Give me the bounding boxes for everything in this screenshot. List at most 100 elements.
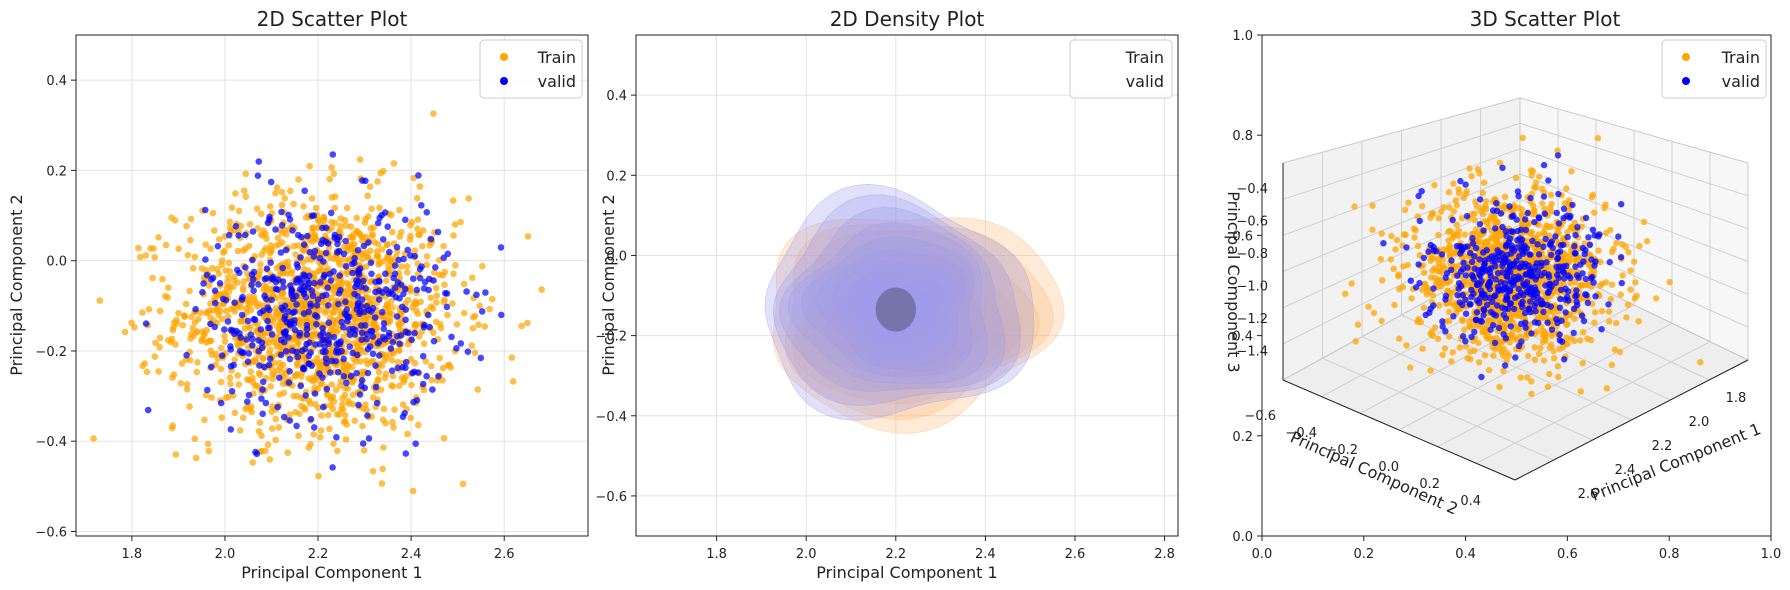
scatter-point	[175, 245, 182, 253]
scatter-point	[201, 416, 208, 424]
scatter-point-3d	[1522, 216, 1529, 223]
scatter-point-3d	[1552, 279, 1560, 286]
scatter-point	[356, 310, 363, 318]
scatter-point	[402, 306, 410, 313]
scatter-point	[208, 394, 215, 401]
scatter-point	[359, 440, 367, 447]
scatter-point-3d	[1416, 217, 1424, 225]
scatter-point-3d	[1563, 185, 1570, 192]
scatter-point	[329, 464, 336, 471]
scatter-point	[90, 435, 97, 442]
scatter-point	[399, 401, 407, 408]
scatter-point	[291, 308, 298, 316]
scatter-point-3d	[1431, 182, 1438, 189]
scatter-point-3d	[1572, 263, 1579, 270]
scatter-point-3d	[1579, 244, 1587, 252]
scatter-point	[142, 320, 150, 327]
scatter-point-3d	[1446, 204, 1453, 211]
scatter-point-3d	[1571, 250, 1579, 257]
scatter-point-3d	[1608, 281, 1616, 288]
scatter-point	[275, 424, 283, 431]
scatter-point	[476, 302, 483, 310]
scatter-point	[224, 279, 231, 286]
scatter-point	[257, 261, 264, 268]
scatter-point-3d	[1527, 284, 1534, 291]
data-points	[1342, 134, 1704, 398]
scatter-point-3d	[1547, 191, 1555, 198]
scatter-point-3d	[1567, 335, 1575, 342]
scatter-point-3d	[1571, 315, 1578, 322]
frame-x-tick-label: 0.2	[1353, 547, 1374, 562]
scatter-point-3d	[1539, 300, 1547, 307]
scatter-point	[172, 341, 179, 348]
scatter-point	[226, 374, 234, 382]
scatter-point	[400, 255, 407, 263]
frame-x-tick-label: 0.0	[1252, 547, 1273, 562]
scatter-point-3d	[1524, 374, 1531, 381]
x-tick-label: 2.2	[885, 547, 906, 562]
scatter-point-3d	[1557, 248, 1564, 255]
scatter-point-3d	[1607, 296, 1615, 303]
scatter-point-3d	[1605, 308, 1613, 315]
scatter-point	[239, 293, 246, 301]
scatter-point	[269, 425, 276, 432]
scatter-point	[244, 358, 252, 366]
scatter-point-3d	[1458, 215, 1466, 222]
scatter-point	[369, 468, 377, 475]
scatter-point	[249, 374, 256, 382]
scatter-point-3d	[1390, 265, 1397, 272]
scatter-point	[285, 308, 292, 315]
scatter-point	[481, 323, 489, 330]
scatter-point-3d	[1483, 198, 1490, 205]
scatter-point	[279, 538, 286, 545]
scatter-point-3d	[1530, 184, 1538, 191]
scatter-point	[266, 456, 274, 463]
scatter-point-3d	[1574, 301, 1581, 309]
scatter-point-3d	[1462, 272, 1470, 279]
scatter-point	[328, 164, 335, 171]
scatter-point-3d	[1441, 264, 1448, 271]
frame-x-tick-label: 0.6	[1557, 547, 1578, 562]
scatter-point	[385, 332, 393, 340]
scatter-point	[343, 338, 351, 346]
scatter-point	[332, 386, 340, 394]
scatter-point	[156, 343, 163, 351]
scatter-point-3d	[1489, 258, 1496, 265]
scatter-point	[411, 329, 418, 337]
scatter-point	[391, 262, 399, 269]
scatter-point-3d	[1595, 233, 1602, 240]
scatter-point-3d	[1475, 359, 1483, 366]
scatter-point-3d	[1354, 321, 1362, 328]
scatter-point-3d	[1416, 279, 1423, 287]
scatter-point	[387, 345, 395, 352]
scatter-point-3d	[1542, 337, 1549, 344]
scatter-point-3d	[1526, 220, 1533, 227]
scatter-point	[164, 337, 172, 344]
scatter-point	[216, 280, 224, 287]
scatter-point	[390, 160, 398, 167]
scatter-point	[145, 306, 153, 313]
x-tick-label: 2.4	[401, 547, 422, 562]
scatter-point-3d	[1500, 367, 1507, 375]
scatter-point	[227, 426, 235, 433]
scatter-point-3d	[1481, 239, 1489, 246]
scatter-point	[362, 322, 369, 329]
scatter-point	[308, 212, 316, 220]
scatter-point	[360, 447, 368, 454]
scatter-point	[471, 349, 479, 357]
scatter-point	[243, 336, 250, 343]
scatter-point-3d	[1515, 342, 1523, 350]
scatter-point-3d	[1517, 374, 1524, 381]
scatter-point	[509, 378, 517, 385]
scatter-point-3d	[1556, 345, 1564, 353]
scatter-point	[191, 319, 199, 326]
scatter-point-3d	[1585, 234, 1592, 241]
scatter-point	[335, 258, 343, 266]
scatter-point-3d	[1509, 328, 1516, 336]
scatter-point	[244, 398, 251, 406]
scatter-point-3d	[1539, 200, 1546, 207]
scatter-point	[312, 341, 319, 348]
scatter-point	[227, 326, 235, 334]
scatter-point	[342, 298, 349, 306]
scatter-point	[339, 401, 346, 408]
